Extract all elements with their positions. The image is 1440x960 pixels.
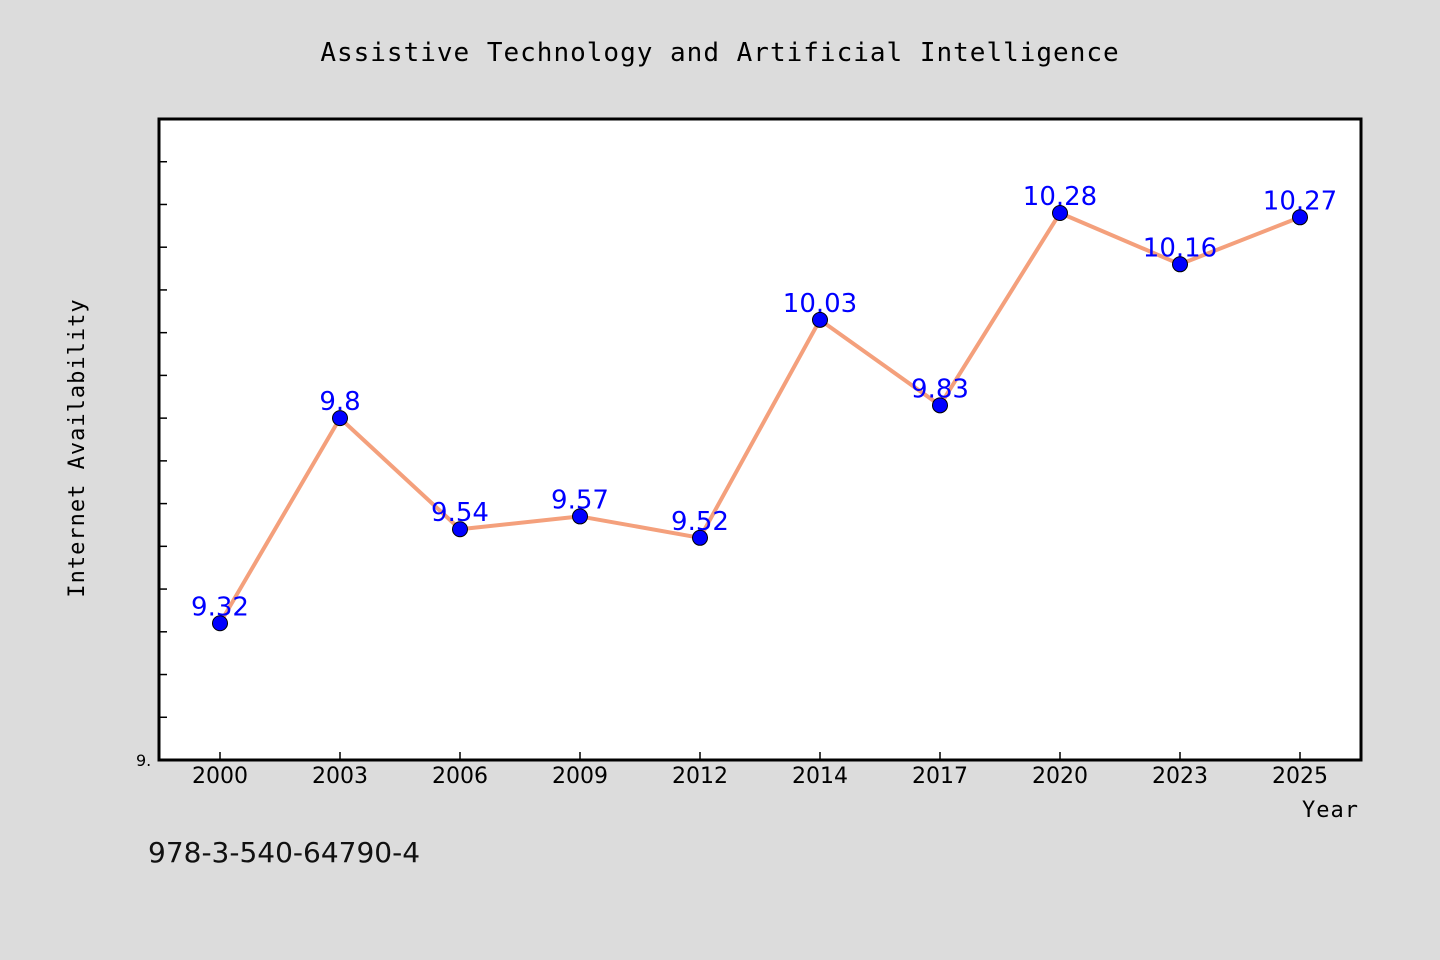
data-label: 10.28 bbox=[1023, 182, 1097, 212]
data-point bbox=[1292, 209, 1308, 226]
data-label: 9.52 bbox=[671, 507, 729, 537]
data-label: 10.27 bbox=[1263, 186, 1337, 216]
data-label: 9.32 bbox=[191, 592, 249, 622]
x-tick-label: 2020 bbox=[1032, 764, 1088, 789]
x-tick-label: 2012 bbox=[672, 764, 728, 789]
data-points bbox=[212, 205, 1308, 632]
x-tick-label: 2023 bbox=[1152, 764, 1208, 789]
data-point bbox=[1172, 256, 1188, 273]
data-point bbox=[572, 508, 588, 525]
data-point bbox=[932, 397, 948, 414]
data-label: 9.8 bbox=[319, 387, 360, 417]
series-line bbox=[218, 211, 1301, 625]
data-label: 10.16 bbox=[1143, 233, 1217, 263]
x-tick-label: 2003 bbox=[312, 764, 368, 789]
x-tick-label: 2014 bbox=[792, 764, 848, 789]
data-point bbox=[212, 615, 228, 632]
data-point bbox=[812, 311, 828, 328]
x-tick-label: 2006 bbox=[432, 764, 488, 789]
x-tick-label: 2025 bbox=[1272, 764, 1328, 789]
y-axis-label: Internet Availability bbox=[65, 298, 90, 597]
data-label: 9.54 bbox=[431, 498, 489, 528]
data-point bbox=[452, 521, 468, 538]
data-label: 9.83 bbox=[911, 374, 969, 404]
data-point bbox=[692, 529, 708, 546]
y-axis-ticks bbox=[159, 160, 167, 719]
y-tick-label: 9. bbox=[136, 751, 151, 770]
data-point bbox=[1052, 205, 1068, 222]
x-tick-label: 2000 bbox=[192, 764, 248, 789]
data-point bbox=[332, 410, 348, 427]
x-tick-label: 2009 bbox=[552, 764, 608, 789]
data-labels: 9.32 9.8 9.54 9.57 9.52 10.03 9.83 10.28 10.16 10… bbox=[191, 182, 1337, 622]
data-label: 9.57 bbox=[551, 485, 609, 515]
chart-title: Assistive Technology and Artificial Inte… bbox=[320, 38, 1119, 68]
data-label: 10.03 bbox=[783, 289, 857, 319]
plot-area bbox=[157, 117, 1363, 762]
x-axis-ticks: 2000 2003 2006 2009 2012 2014 2017 2020 2023 2025 bbox=[192, 752, 1328, 789]
footer-id-text: 978-3-540-64790-4 bbox=[148, 836, 420, 869]
x-axis-label: Year bbox=[1302, 798, 1359, 823]
x-tick-label: 2017 bbox=[912, 764, 968, 789]
